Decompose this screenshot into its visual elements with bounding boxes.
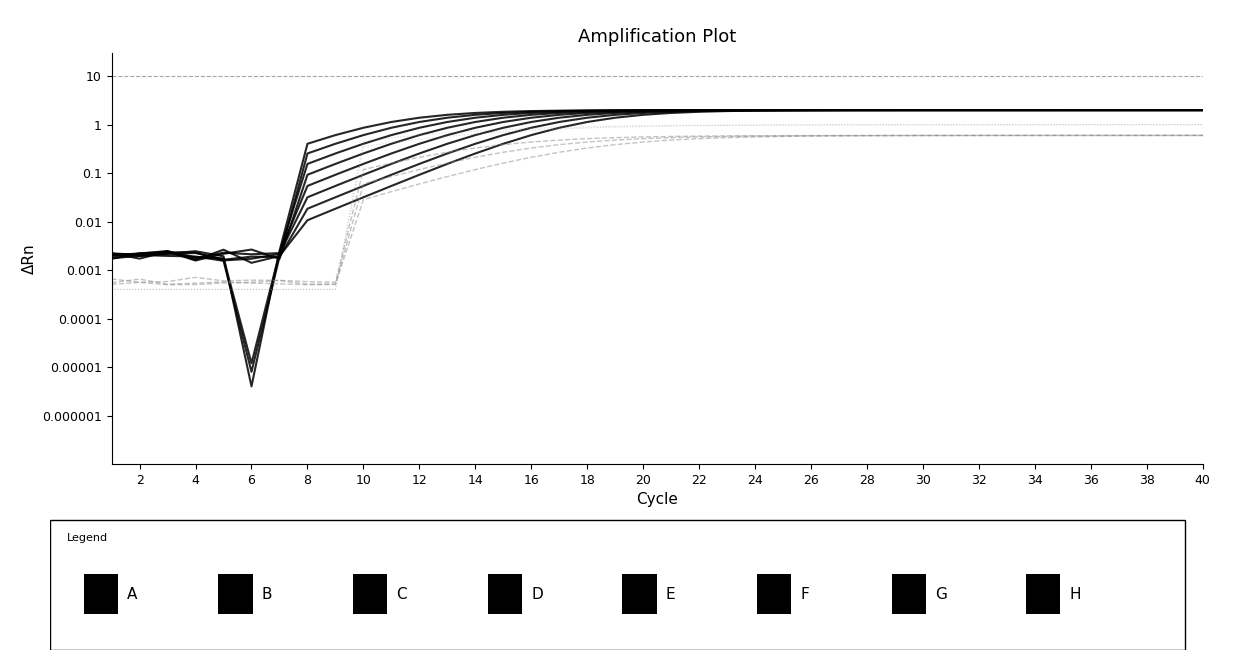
FancyBboxPatch shape xyxy=(1027,574,1060,614)
Title: Amplification Plot: Amplification Plot xyxy=(578,28,737,46)
Text: C: C xyxy=(397,587,407,601)
FancyBboxPatch shape xyxy=(353,574,387,614)
Y-axis label: ΔRn: ΔRn xyxy=(21,243,36,274)
Text: F: F xyxy=(800,587,808,601)
FancyBboxPatch shape xyxy=(487,574,522,614)
FancyBboxPatch shape xyxy=(218,574,253,614)
FancyBboxPatch shape xyxy=(892,574,926,614)
Text: Legend: Legend xyxy=(67,533,108,543)
Text: E: E xyxy=(666,587,676,601)
Text: D: D xyxy=(531,587,543,601)
Text: G: G xyxy=(935,587,946,601)
X-axis label: Cycle: Cycle xyxy=(636,493,678,507)
Text: H: H xyxy=(1069,587,1081,601)
FancyBboxPatch shape xyxy=(84,574,118,614)
FancyBboxPatch shape xyxy=(756,574,791,614)
FancyBboxPatch shape xyxy=(50,520,1184,650)
Text: B: B xyxy=(262,587,273,601)
Text: A: A xyxy=(128,587,138,601)
FancyBboxPatch shape xyxy=(622,574,656,614)
